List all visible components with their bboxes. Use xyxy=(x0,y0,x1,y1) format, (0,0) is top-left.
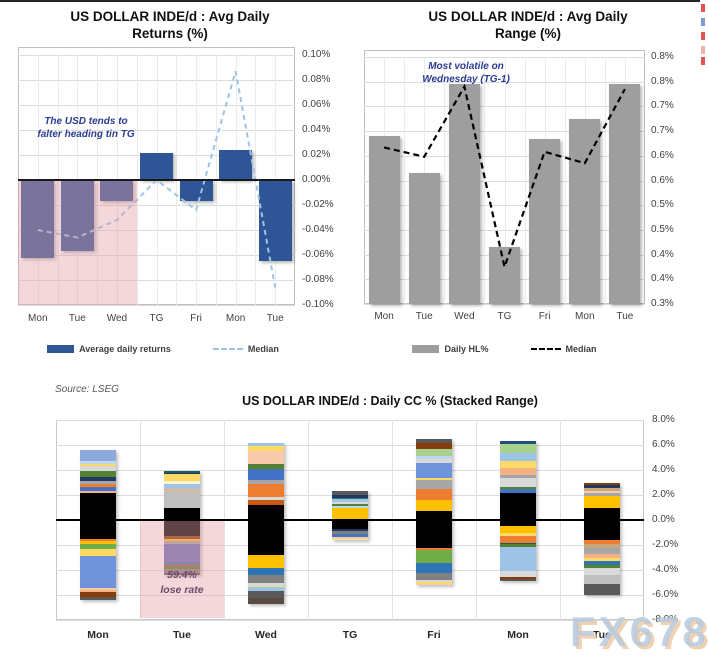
y-tick-label: 0.02% xyxy=(302,149,331,160)
y-tick-label: 0.5% xyxy=(651,223,674,235)
y-tick-label: 0.8% xyxy=(651,51,674,62)
y-tick-label: 0.6% xyxy=(651,174,674,186)
y-tick-label: -0.08% xyxy=(302,274,334,285)
x-category-label: Tue xyxy=(68,313,86,324)
x-category-label: Tue xyxy=(616,311,634,322)
lose-rate-annotation: 59.4% lose rate xyxy=(138,568,226,598)
y-tick-label: -0.06% xyxy=(302,249,334,260)
y-tick-label: 0.0% xyxy=(652,514,675,525)
legend-item-avg-returns: Average daily returns xyxy=(47,344,171,354)
edge-mark-red xyxy=(701,32,705,40)
y-tick-label: 0.4% xyxy=(651,248,674,260)
edge-mark-pink xyxy=(701,46,705,54)
legend-item-median: Median xyxy=(530,344,597,354)
y-tick-label: 0.04% xyxy=(302,124,331,135)
x-category-label: Mon xyxy=(87,629,109,641)
legend-label: Daily HL% xyxy=(444,344,489,354)
x-category-label: Wed xyxy=(106,313,128,324)
y-tick-label: 0.5% xyxy=(651,199,674,211)
range-plot-area xyxy=(364,50,645,304)
returns-highlight-region xyxy=(18,180,137,305)
returns-title-line1: US DOLLAR INDE/d : Avg Daily xyxy=(70,9,270,24)
x-category-label: Tue xyxy=(173,629,191,641)
x-category-label: Fri xyxy=(538,311,551,322)
range-chart-title: US DOLLAR INDE/d : Avg Daily Range (%) xyxy=(378,8,678,42)
y-tick-label: -0.10% xyxy=(302,299,334,310)
lose-rate-label: lose rate xyxy=(160,584,204,596)
range-title-line1: US DOLLAR INDE/d : Avg Daily xyxy=(428,9,628,24)
returns-legend: Average daily returns Median xyxy=(18,344,308,354)
range-annotation-line1: Most volatile on xyxy=(428,61,504,72)
legend-label: Median xyxy=(565,344,597,354)
y-tick-label: 4.0% xyxy=(652,464,675,475)
gridline-h xyxy=(56,620,644,621)
x-category-label: Fri xyxy=(427,629,441,641)
bar-swatch-icon xyxy=(412,345,440,353)
returns-title-line2: Returns (%) xyxy=(132,26,208,41)
fx678-watermark: FX678 xyxy=(570,608,708,655)
edge-mark-red xyxy=(701,57,705,65)
y-tick-label: 0.10% xyxy=(302,49,331,60)
range-legend: Daily HL% Median xyxy=(364,344,645,354)
top-border-line xyxy=(0,0,700,2)
y-tick-label: 0.7% xyxy=(651,125,674,137)
gridline-h xyxy=(18,305,295,306)
y-tick-label: 0.06% xyxy=(302,99,331,110)
returns-annotation: The USD tends to falter heading tin TG xyxy=(18,115,154,141)
legend-label: Median xyxy=(247,344,279,354)
y-tick-label: -0.02% xyxy=(302,199,334,210)
returns-annotation-line2: falter heading tin TG xyxy=(37,129,135,140)
bar-swatch-icon xyxy=(47,345,75,353)
range-title-line2: Range (%) xyxy=(494,26,561,41)
dashed-line-swatch-icon xyxy=(530,348,561,350)
y-tick-label: 0.6% xyxy=(651,149,674,161)
x-category-label: TG xyxy=(342,629,358,641)
y-tick-label: -6.0% xyxy=(652,589,679,600)
lose-rate-value: 59.4% xyxy=(167,569,197,581)
x-category-label: Tue xyxy=(266,313,284,324)
y-tick-label: 0.08% xyxy=(302,74,331,85)
dashed-line-swatch-icon xyxy=(212,348,243,350)
range-annotation: Most volatile on Wednesday (TG-1) xyxy=(392,60,540,86)
x-category-label: Mon xyxy=(225,313,246,324)
y-tick-label: 0.8% xyxy=(651,75,674,87)
y-tick-label: 2.0% xyxy=(652,489,675,500)
y-tick-label: 8.0% xyxy=(652,414,675,425)
x-category-label: Wed xyxy=(454,311,475,322)
y-tick-label: 0.4% xyxy=(651,273,674,285)
x-category-label: TG xyxy=(497,311,512,322)
range-annotation-line2: Wednesday (TG-1) xyxy=(422,74,510,85)
source-note: Source: LSEG xyxy=(55,384,119,395)
legend-item-median: Median xyxy=(212,344,279,354)
stacked-chart-title: US DOLLAR INDE/d : Daily CC % (Stacked R… xyxy=(242,394,538,408)
x-category-label: Wed xyxy=(255,629,277,641)
y-tick-label: 6.0% xyxy=(652,439,675,450)
edge-mark-blue xyxy=(701,18,705,26)
y-tick-label: 0.00% xyxy=(302,174,331,185)
x-category-label: Mon xyxy=(507,629,529,641)
x-category-label: Mon xyxy=(374,311,394,322)
x-category-label: Tue xyxy=(415,311,433,322)
x-category-label: Mon xyxy=(575,311,595,322)
x-category-label: Fri xyxy=(190,313,202,324)
y-tick-label: -0.04% xyxy=(302,224,334,235)
returns-annotation-line1: The USD tends to xyxy=(44,116,128,127)
legend-item-daily-hl: Daily HL% xyxy=(412,344,489,354)
x-category-label: Mon xyxy=(28,313,48,324)
legend-label: Average daily returns xyxy=(79,344,171,354)
y-tick-label: 0.7% xyxy=(651,100,674,112)
y-tick-label: -4.0% xyxy=(652,564,679,575)
returns-chart-title: US DOLLAR INDE/d : Avg Daily Returns (%) xyxy=(28,8,312,42)
edge-mark-red xyxy=(701,4,705,12)
y-tick-label: 0.3% xyxy=(651,298,674,309)
gridline-h xyxy=(364,304,645,305)
x-category-label: TG xyxy=(149,313,164,324)
y-tick-label: -2.0% xyxy=(652,539,679,550)
